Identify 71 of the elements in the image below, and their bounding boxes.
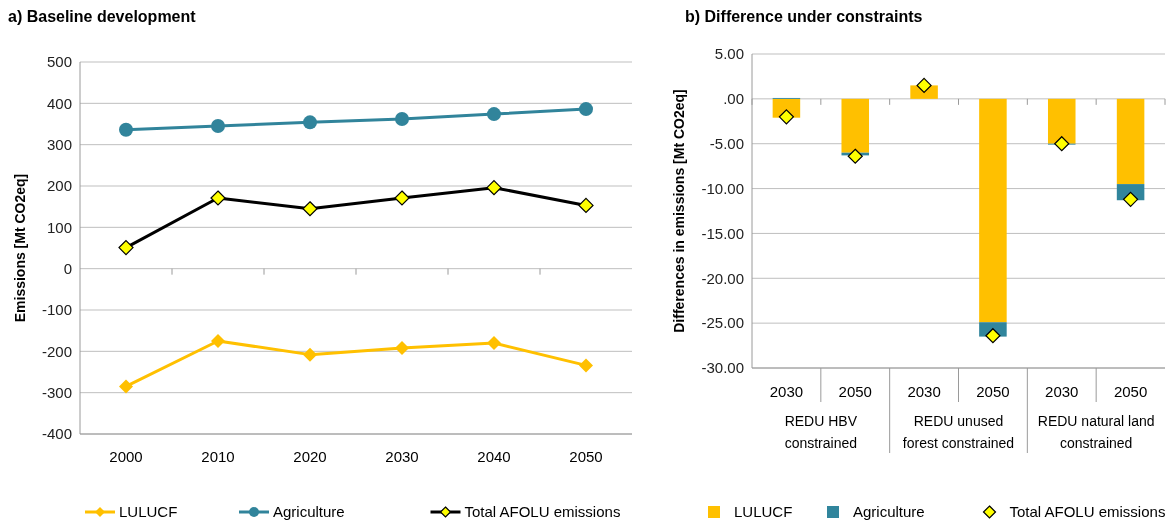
x-tick-label: 2030 — [907, 383, 941, 400]
legend-label: Total AFOLU emissions — [1009, 503, 1166, 521]
point — [210, 190, 226, 206]
y-tick-label: -20.00 — [701, 269, 744, 287]
chart-title: a) Baseline development — [8, 8, 197, 25]
y-axis-title: Emissions [Mt CO2eq] — [12, 173, 28, 323]
y-tick-label: -25.00 — [701, 314, 744, 332]
point — [1054, 136, 1070, 152]
y-tick-label: -300 — [41, 383, 72, 401]
legend-label: Total AFOLU emissions — [464, 503, 621, 521]
x-tick-label: 2050 — [976, 383, 1010, 400]
point — [119, 379, 133, 394]
x-tick-label: 2030 — [385, 448, 419, 465]
point — [303, 115, 317, 130]
y-axis-title: Differences in emissions [Mt CO2eq] — [671, 89, 687, 333]
bar — [1047, 98, 1076, 144]
y-tick-label: 200 — [46, 177, 72, 195]
chart-title: b) Difference under constraints — [685, 8, 923, 25]
y-tick-label: 100 — [46, 218, 72, 236]
y-tick-label: -15.00 — [701, 224, 744, 242]
y-tick-label: -30.00 — [701, 359, 744, 377]
x-tick-label: 2040 — [477, 448, 511, 465]
y-tick-label: 500 — [46, 53, 72, 71]
y-tick-label: 400 — [46, 94, 72, 112]
x-tick-label: 2020 — [293, 448, 327, 465]
x-tick-label: 2050 — [569, 448, 603, 465]
legend-label: Agriculture — [853, 503, 925, 521]
y-tick-label: -100 — [41, 301, 72, 319]
bar — [979, 98, 1007, 323]
text: REDU natural land constrained — [1037, 413, 1155, 451]
legend-label: LULUCF — [119, 503, 178, 521]
y-tick-label: -400 — [41, 425, 72, 443]
point — [1122, 191, 1139, 207]
y-tick-label: 0 — [63, 259, 72, 277]
point — [487, 107, 501, 122]
y-tick-label: -200 — [41, 342, 72, 360]
point — [578, 197, 594, 214]
point — [847, 148, 863, 164]
text: REDU unused forest constrained — [902, 413, 1015, 451]
point — [579, 358, 593, 373]
point — [487, 336, 501, 351]
point — [486, 180, 502, 196]
x-tick-label: 2010 — [201, 448, 235, 465]
point — [579, 102, 593, 117]
bar — [841, 98, 870, 153]
legend-label: LULUCF — [734, 503, 793, 521]
y-tick-label: 5.00 — [714, 45, 744, 63]
y-tick-label: -5.00 — [709, 134, 744, 152]
point — [211, 119, 225, 134]
point — [303, 347, 317, 362]
point — [118, 239, 134, 256]
x-tick-label: 2000 — [109, 448, 143, 465]
text: REDU HBV constrained — [784, 413, 858, 451]
x-tick-label: 2030 — [1045, 383, 1079, 400]
point — [778, 109, 795, 125]
y-tick-label: 300 — [46, 135, 72, 153]
bar — [1116, 98, 1145, 185]
point — [916, 77, 932, 93]
point — [302, 201, 318, 217]
point — [395, 112, 409, 127]
y-tick-label: -10.00 — [701, 179, 744, 197]
x-tick-label: 2050 — [1113, 383, 1148, 400]
point — [985, 328, 1001, 344]
legend-label: Agriculture — [273, 503, 345, 521]
point — [394, 190, 410, 206]
point — [119, 122, 133, 137]
point — [211, 334, 225, 348]
point — [395, 341, 409, 356]
y-tick-label: .00 — [723, 90, 744, 108]
x-tick-label: 2050 — [838, 383, 872, 400]
x-tick-label: 2030 — [769, 383, 804, 400]
